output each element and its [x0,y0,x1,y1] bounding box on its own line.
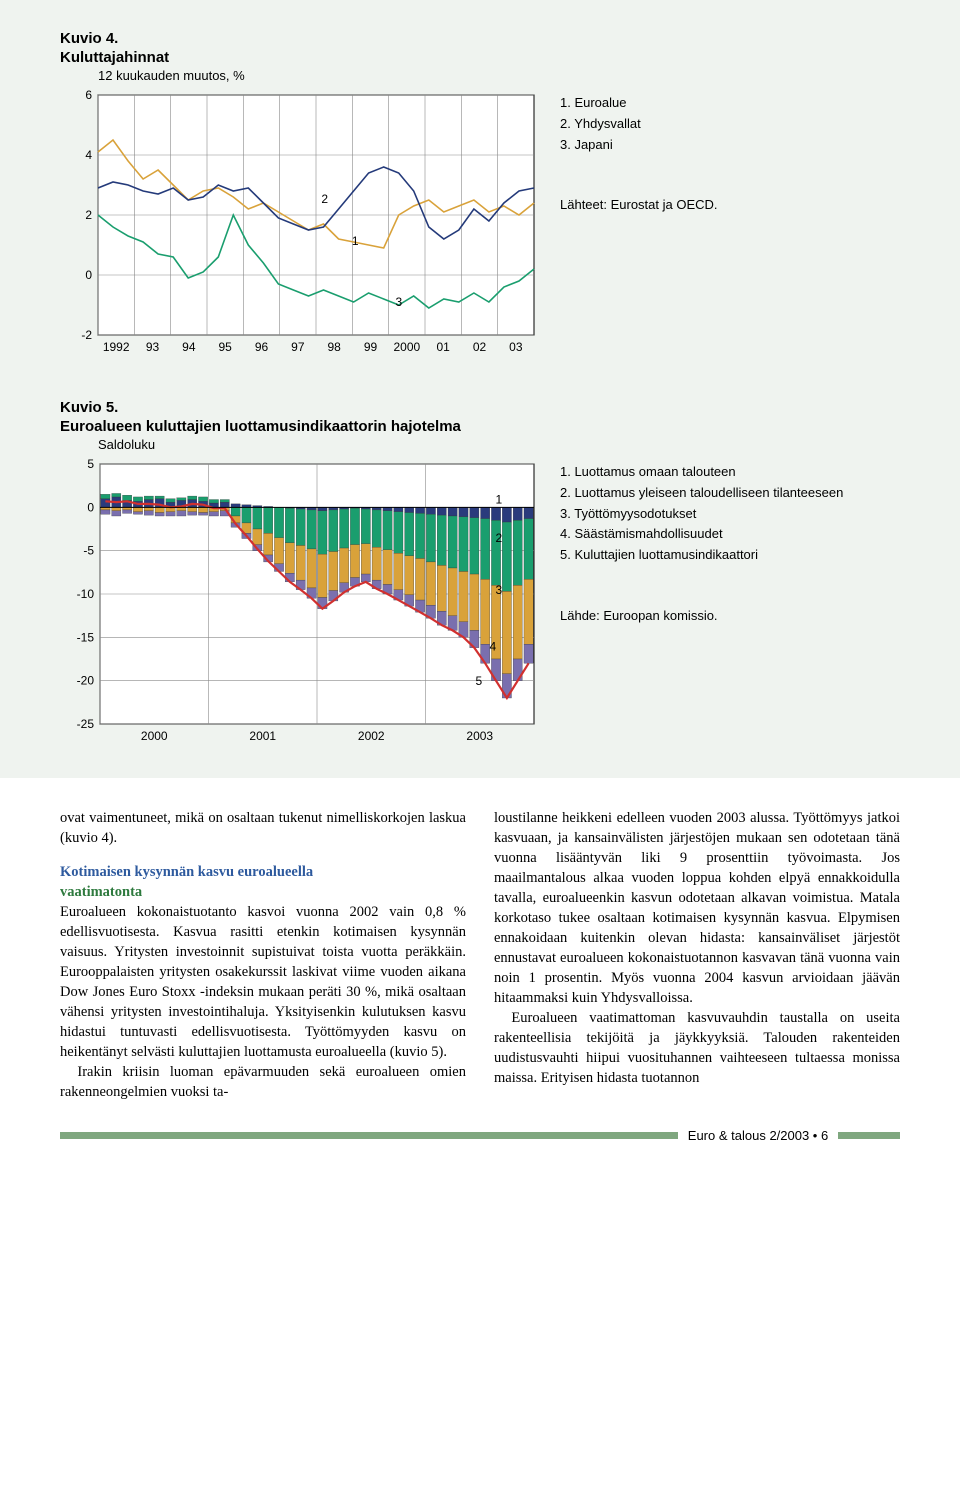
svg-text:2: 2 [496,531,503,545]
svg-text:6: 6 [85,89,92,102]
svg-text:02: 02 [473,340,487,354]
chart5-ylabel: Saldoluku [98,437,900,452]
body-text: ovat vaimentuneet, mikä on osaltaan tuke… [0,778,960,1122]
chart4-legend-3: 3. Japani [560,135,718,156]
chart4-source: Lähteet: Eurostat ja OECD. [560,195,718,216]
svg-text:-5: -5 [83,544,94,558]
chart5-legend-5: 5. Kuluttajien luottamusindikaattori [560,545,843,566]
svg-text:01: 01 [436,340,450,354]
svg-text:5: 5 [476,674,483,688]
footer-bar-right [838,1132,900,1139]
col2-p2: Euroalueen vaatimattoman kasvuvauhdin ta… [494,1008,900,1088]
footer-text: Euro & talous 2/2003 • 6 [688,1128,828,1143]
svg-text:1: 1 [352,234,359,248]
svg-text:93: 93 [146,340,160,354]
chart4-subtitle: Kuluttajahinnat [60,49,900,66]
col1-p3: Irakin kriisin luoman epävarmuuden sekä … [60,1062,466,1102]
chart5-section: Kuvio 5. Euroalueen kuluttajien luottamu… [0,369,960,758]
col1-p1: ovat vaimentuneet, mikä on osaltaan tuke… [60,808,466,848]
svg-text:2002: 2002 [358,729,385,743]
svg-text:94: 94 [182,340,196,354]
svg-text:1992: 1992 [103,340,130,354]
col1-subhead-blue: Kotimaisen kysynnän kasvu euroalueella [60,864,313,880]
svg-text:-2: -2 [81,328,92,342]
charts-background: Kuvio 4. Kuluttajahinnat 12 kuukauden mu… [0,0,960,778]
svg-text:-10: -10 [77,587,95,601]
svg-text:2000: 2000 [393,340,420,354]
chart4-plot: -202461992939495969798992000010203213 [60,89,540,359]
chart5-legend: 1. Luottamus omaan talouteen 2. Luottamu… [560,458,843,627]
chart5-legend-2: 2. Luottamus yleiseen taloudelliseen til… [560,483,843,504]
svg-text:2001: 2001 [249,729,276,743]
svg-text:2: 2 [85,208,92,222]
svg-text:1: 1 [496,492,503,506]
svg-text:97: 97 [291,340,305,354]
chart5-subtitle: Euroalueen kuluttajien luottamusindikaat… [60,418,900,435]
chart4-ylabel: 12 kuukauden muutos, % [98,68,900,83]
chart5-source: Lähde: Euroopan komissio. [560,606,843,627]
svg-text:95: 95 [218,340,232,354]
svg-text:98: 98 [327,340,341,354]
col1-p2: Euroalueen kokonaistuotanto kasvoi vuonn… [60,902,466,1062]
svg-text:03: 03 [509,340,523,354]
svg-text:3: 3 [395,295,402,309]
footer: Euro & talous 2/2003 • 6 [0,1122,960,1163]
col1-subhead-green: vaatimatonta [60,884,142,900]
svg-text:2000: 2000 [141,729,168,743]
text-column-left: ovat vaimentuneet, mikä on osaltaan tuke… [60,808,466,1102]
svg-text:0: 0 [85,268,92,282]
footer-bar-left [60,1132,678,1139]
svg-text:5: 5 [87,458,94,471]
svg-text:0: 0 [87,500,94,514]
chart4-section: Kuvio 4. Kuluttajahinnat 12 kuukauden mu… [0,0,960,369]
svg-text:2003: 2003 [466,729,493,743]
svg-text:96: 96 [255,340,269,354]
chart4-legend-1: 1. Euroalue [560,93,718,114]
svg-text:-15: -15 [77,630,95,644]
chart4-title: Kuvio 4. [60,30,900,47]
chart4-legend-2: 2. Yhdysvallat [560,114,718,135]
chart5-legend-4: 4. Säästämismahdollisuudet [560,524,843,545]
chart4-legend: 1. Euroalue 2. Yhdysvallat 3. Japani Läh… [560,89,718,216]
svg-text:-20: -20 [77,674,95,688]
chart5-legend-3: 3. Työttömyysodotukset [560,504,843,525]
col2-p1: loustilanne heikkeni edelleen vuoden 200… [494,808,900,1008]
svg-text:3: 3 [496,583,503,597]
svg-text:4: 4 [490,639,497,653]
svg-text:99: 99 [364,340,378,354]
text-column-right: loustilanne heikkeni edelleen vuoden 200… [494,808,900,1102]
chart5-legend-1: 1. Luottamus omaan talouteen [560,462,843,483]
chart5-title: Kuvio 5. [60,399,900,416]
svg-text:2: 2 [321,192,328,206]
svg-text:-25: -25 [77,717,95,731]
chart5-plot: -25 -20 -15 -10 -5 0 5 2000 2001 2002 2003 1 2 3 4 5 [60,458,540,748]
svg-text:4: 4 [85,148,92,162]
